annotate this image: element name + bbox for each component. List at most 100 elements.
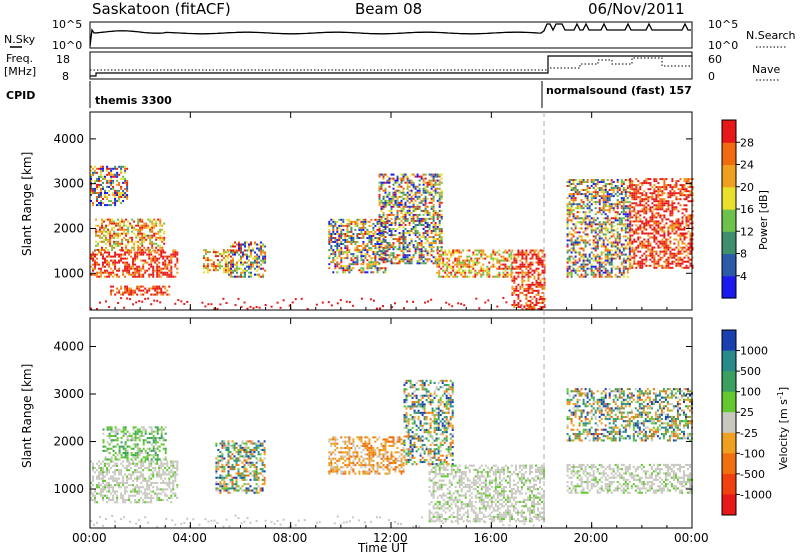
heatmap-cell [104, 269, 106, 272]
heatmap-cell [159, 244, 162, 247]
date-title: 06/Nov/2011 [588, 0, 685, 18]
heatmap-cell [539, 273, 542, 276]
heatmap-cell [661, 264, 664, 267]
heatmap-cell [669, 204, 672, 207]
heatmap-cell [346, 241, 349, 243]
heatmap-cell [498, 267, 501, 270]
heatmap-cell [653, 190, 656, 193]
heatmap-cell [416, 224, 419, 226]
heatmap-cell [466, 249, 469, 252]
heatmap-cell [570, 205, 573, 208]
heatmap-cell [428, 211, 431, 214]
heatmap-cell [669, 240, 672, 243]
heatmap-cell [578, 227, 581, 230]
heatmap-cell [665, 242, 668, 245]
heatmap-cell [139, 220, 142, 223]
heatmap-cell [210, 303, 213, 306]
heatmap-cell [101, 224, 103, 227]
heatmap-cell [116, 501, 119, 504]
heatmap-cell [568, 267, 571, 270]
heatmap-cell [127, 242, 130, 245]
heatmap-cell [639, 250, 642, 253]
heatmap-cell [372, 263, 375, 266]
heatmap-cell [330, 239, 333, 241]
heatmap-cell [677, 222, 680, 225]
heatmap-cell [639, 224, 642, 227]
heatmap-cell [535, 289, 538, 292]
heatmap-cell [647, 242, 650, 245]
heatmap-cell [622, 253, 625, 256]
heatmap-cell [671, 222, 674, 225]
heatmap-cell [440, 275, 443, 278]
heatmap-cell [529, 299, 532, 302]
heatmap-cell [446, 267, 449, 270]
heatmap-cell [616, 205, 619, 208]
heatmap-cell [410, 181, 413, 184]
heatmap-cell [527, 273, 530, 276]
heatmap-cell [133, 248, 136, 251]
heatmap-cell [360, 226, 363, 229]
heatmap-cell [228, 261, 230, 264]
heatmap-cell [258, 243, 261, 246]
heatmap-cell [432, 185, 435, 188]
heatmap-cell [655, 250, 658, 253]
heatmap-cell [484, 301, 487, 304]
heatmap-cell [620, 193, 623, 196]
heatmap-cell [118, 259, 121, 262]
heatmap-cell [98, 179, 100, 182]
heatmap-cell [156, 285, 159, 288]
heatmap-cell [610, 271, 613, 274]
heatmap-cell [102, 477, 104, 480]
heatmap-cell [424, 236, 427, 239]
heatmap-cell [408, 205, 411, 208]
heatmap-cell [400, 232, 403, 235]
heatmap-cell [126, 479, 129, 482]
heatmap-cell [112, 269, 115, 272]
heatmap-cell [154, 287, 157, 290]
heatmap-cell [400, 179, 403, 182]
heatmap-cell [588, 201, 591, 204]
heatmap-cell [667, 262, 670, 265]
heatmap-cell [348, 301, 351, 304]
heatmap-cell [150, 293, 153, 296]
heatmap-cell [643, 208, 646, 211]
heatmap-cell [454, 259, 457, 262]
heatmap-cell [533, 304, 536, 306]
heatmap-cell [410, 238, 413, 241]
heatmap-cell [472, 275, 475, 278]
heatmap-cell [594, 183, 597, 185]
heatmap-cell [126, 194, 129, 196]
heatmap-cell [568, 207, 571, 210]
heatmap-cell [586, 203, 589, 206]
heatmap-cell [490, 253, 493, 256]
heatmap-cell [436, 187, 439, 190]
heatmap-cell [100, 273, 102, 276]
heatmap-cell [420, 222, 423, 224]
heatmap-cell [492, 275, 495, 278]
heatmap-cell [671, 200, 674, 203]
heatmap-cell [515, 277, 518, 280]
heatmap-cell [643, 194, 646, 197]
heatmap-cell [572, 195, 575, 198]
heatmap-cell [114, 196, 117, 198]
heatmap-cell [344, 247, 347, 250]
heatmap-cell [655, 232, 658, 235]
heatmap-cell [592, 265, 595, 268]
heatmap-cell [134, 269, 137, 272]
heatmap-cell [160, 275, 163, 278]
heatmap-cell [252, 249, 254, 252]
heatmap-cell [123, 222, 126, 225]
heatmap-cell [230, 259, 232, 262]
heatmap-cell [586, 191, 589, 194]
heatmap-cell [450, 253, 453, 256]
heatmap-cell [626, 271, 629, 274]
heatmap-cell [382, 234, 385, 237]
heatmap-cell [402, 217, 405, 220]
heatmap-cell [438, 183, 441, 186]
heatmap-cell [689, 216, 692, 219]
heatmap-cell [406, 187, 409, 190]
heatmap-cell [606, 271, 609, 274]
heatmap-cell [482, 271, 485, 274]
heatmap-cell [366, 245, 369, 247]
heatmap-cell [390, 224, 393, 226]
